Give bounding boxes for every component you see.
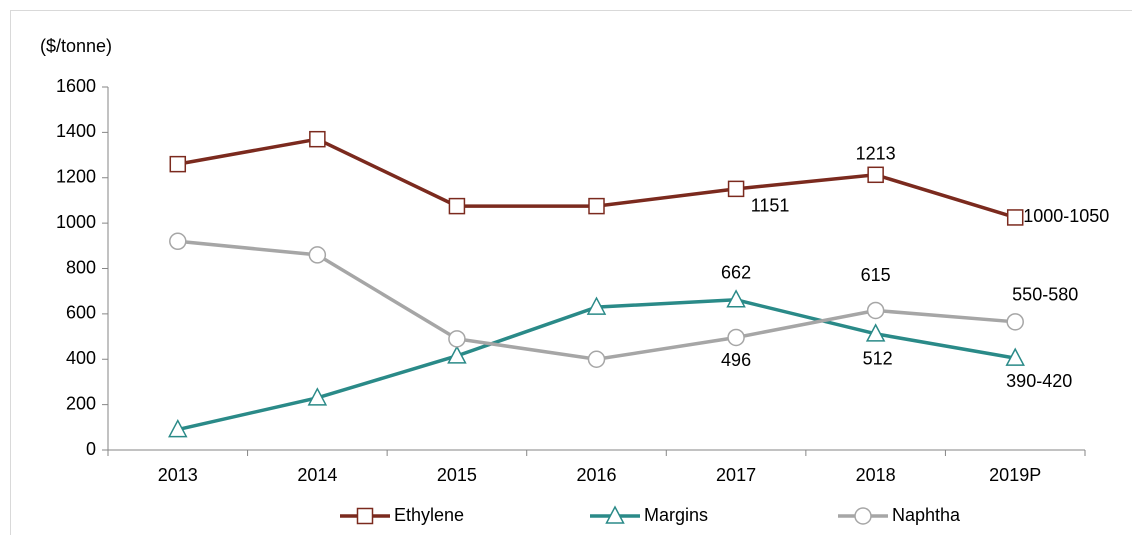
x-tick-label: 2017 xyxy=(716,465,756,485)
data-point xyxy=(587,350,606,368)
y-tick-label: 1000 xyxy=(56,212,96,232)
data-label: 390-420 xyxy=(1006,371,1072,391)
data-point xyxy=(588,197,605,215)
y-tick-label: 1400 xyxy=(56,121,96,141)
x-tick-label: 2014 xyxy=(297,465,337,485)
legend-marker xyxy=(356,507,374,525)
y-axis-label: ($/tonne) xyxy=(40,36,112,56)
data-point xyxy=(866,301,885,320)
data-point xyxy=(447,345,467,364)
frame xyxy=(10,10,1132,535)
data-label: 662 xyxy=(721,263,751,283)
data-point xyxy=(867,166,884,184)
legend-label: Ethylene xyxy=(394,505,464,525)
data-point xyxy=(726,289,746,308)
data-point xyxy=(1006,209,1024,226)
y-tick-label: 1200 xyxy=(56,167,96,187)
data-point xyxy=(307,387,328,406)
data-point xyxy=(169,232,187,251)
y-tick-label: 0 xyxy=(86,439,96,459)
legend-label: Naphtha xyxy=(892,505,961,525)
data-point xyxy=(448,330,466,348)
legend-label: Margins xyxy=(644,505,708,525)
data-label: 1151 xyxy=(751,196,790,216)
data-point xyxy=(308,246,327,264)
legend-marker xyxy=(854,507,872,525)
legend-marker xyxy=(605,505,625,524)
y-tick-label: 600 xyxy=(66,303,96,323)
x-tick-label: 2016 xyxy=(576,465,616,485)
x-tick-label: 2019P xyxy=(989,465,1041,485)
y-tick-label: 1600 xyxy=(56,76,96,96)
x-tick-label: 2015 xyxy=(437,465,477,485)
data-point xyxy=(727,180,745,198)
data-point xyxy=(309,130,326,148)
data-point xyxy=(1006,313,1024,331)
data-point xyxy=(865,323,886,342)
x-tick-label: 2018 xyxy=(856,465,896,485)
data-label: 615 xyxy=(861,265,891,285)
x-tick-label: 2013 xyxy=(158,465,198,485)
y-tick-label: 400 xyxy=(66,348,96,368)
data-point xyxy=(586,296,607,315)
data-point xyxy=(448,197,466,215)
y-tick-label: 200 xyxy=(66,393,96,413)
data-label: 512 xyxy=(863,349,893,369)
data-label: 1000-1050 xyxy=(1023,206,1109,226)
data-label: 550-580 xyxy=(1012,285,1078,305)
y-tick-label: 800 xyxy=(66,257,96,277)
data-label: 496 xyxy=(721,350,751,370)
data-point xyxy=(168,418,188,438)
data-label: 1213 xyxy=(856,144,896,164)
data-point xyxy=(1005,347,1025,366)
data-point xyxy=(727,328,745,347)
data-point xyxy=(169,155,187,173)
